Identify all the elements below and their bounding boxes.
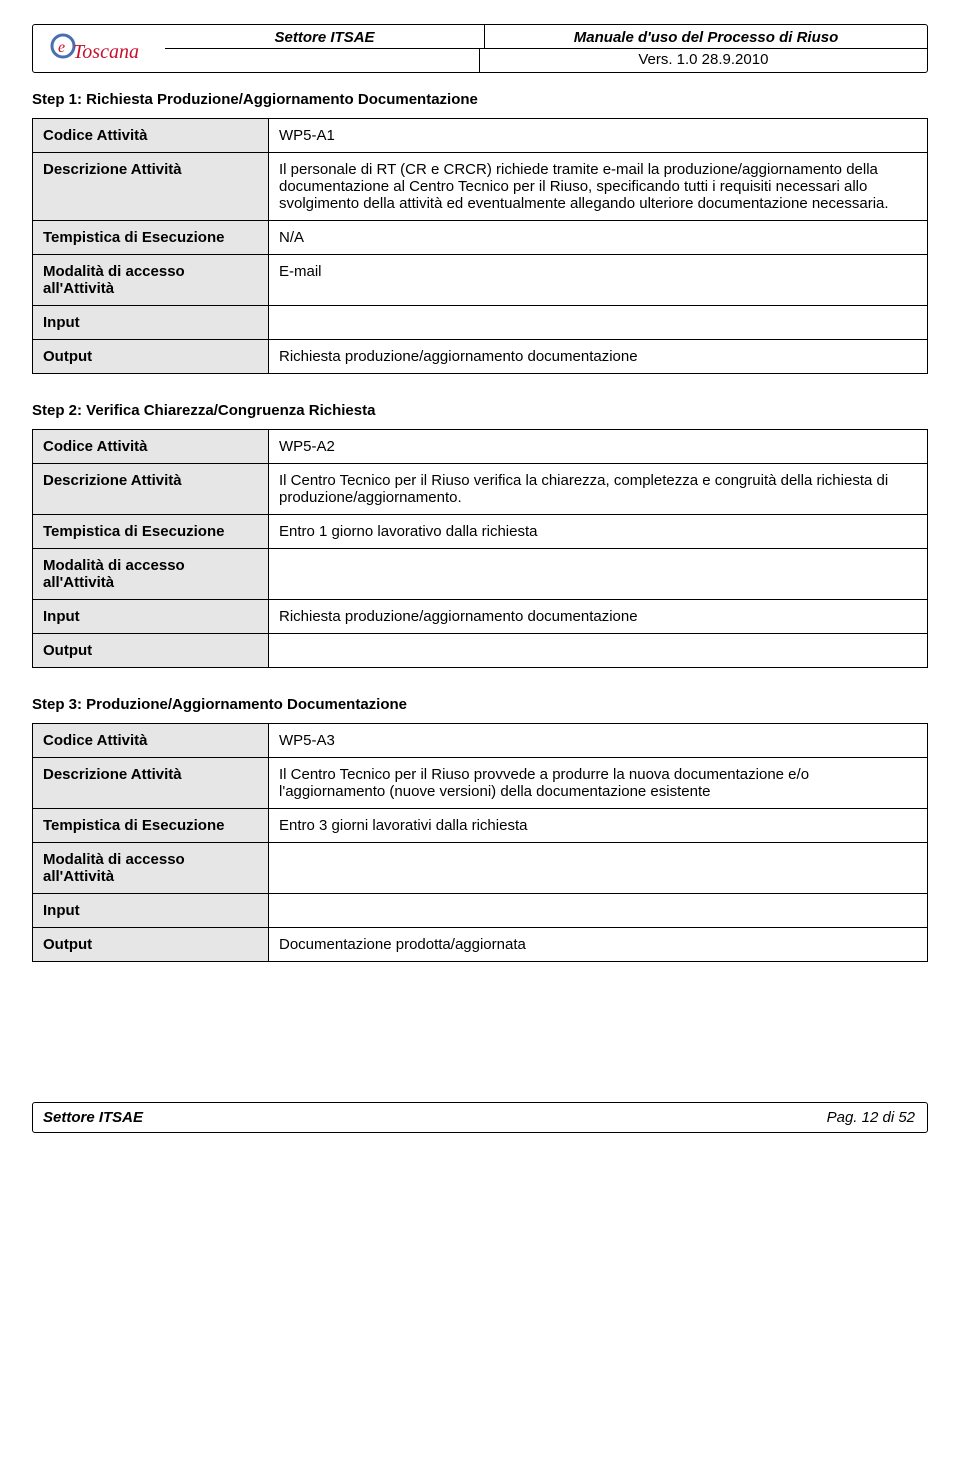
header-version: Vers. 1.0 28.9.2010 [479,49,927,72]
row-label: Output [33,928,269,962]
row-value: Richiesta produzione/aggiornamento docum… [269,340,928,374]
row-label: Modalità di accesso all'Attività [33,549,269,600]
row-label: Codice Attività [33,430,269,464]
footer-left: Settore ITSAE [33,1103,815,1132]
row-value: WP5-A1 [269,119,928,153]
row-value [269,634,928,668]
row-label: Codice Attività [33,119,269,153]
row-label: Tempistica di Esecuzione [33,221,269,255]
row-label: Tempistica di Esecuzione [33,809,269,843]
row-label: Modalità di accesso all'Attività [33,843,269,894]
row-label: Tempistica di Esecuzione [33,515,269,549]
activity-table: Codice AttivitàWP5-A2 Descrizione Attivi… [32,429,928,668]
row-value: Entro 1 giorno lavorativo dalla richiest… [269,515,928,549]
page-footer: Settore ITSAE Pag. 12 di 52 [32,1102,928,1133]
row-value: Entro 3 giorni lavorativi dalla richiest… [269,809,928,843]
svg-text:Toscana: Toscana [73,41,139,63]
row-value [269,306,928,340]
row-label: Descrizione Attività [33,464,269,515]
row-label: Input [33,894,269,928]
row-label: Input [33,600,269,634]
step-title: Step 1: Richiesta Produzione/Aggiornamen… [32,91,928,108]
row-value: Il Centro Tecnico per il Riuso verifica … [269,464,928,515]
row-value [269,843,928,894]
row-value: WP5-A3 [269,724,928,758]
footer-right: Pag. 12 di 52 [815,1103,927,1132]
page-header: e Toscana Settore ITSAE Manuale d'uso de… [32,24,928,73]
header-sector: Settore ITSAE [165,25,484,49]
row-value: N/A [269,221,928,255]
activity-table: Codice AttivitàWP5-A1 Descrizione Attivi… [32,118,928,374]
row-value [269,549,928,600]
row-label: Modalità di accesso all'Attività [33,255,269,306]
row-label: Input [33,306,269,340]
row-label: Descrizione Attività [33,758,269,809]
row-value: Richiesta produzione/aggiornamento docum… [269,600,928,634]
row-label: Output [33,634,269,668]
step-title: Step 2: Verifica Chiarezza/Congruenza Ri… [32,402,928,419]
svg-text:e: e [58,39,65,56]
row-label: Codice Attività [33,724,269,758]
row-value: Documentazione prodotta/aggiornata [269,928,928,962]
activity-table: Codice AttivitàWP5-A3 Descrizione Attivi… [32,723,928,962]
step-title: Step 3: Produzione/Aggiornamento Documen… [32,696,928,713]
header-manual-title: Manuale d'uso del Processo di Riuso [484,25,927,49]
row-label: Descrizione Attività [33,153,269,221]
row-value: E-mail [269,255,928,306]
row-value: Il personale di RT (CR e CRCR) richiede … [269,153,928,221]
row-value: WP5-A2 [269,430,928,464]
logo: e Toscana [33,25,165,72]
row-value [269,894,928,928]
row-value: Il Centro Tecnico per il Riuso provvede … [269,758,928,809]
row-label: Output [33,340,269,374]
